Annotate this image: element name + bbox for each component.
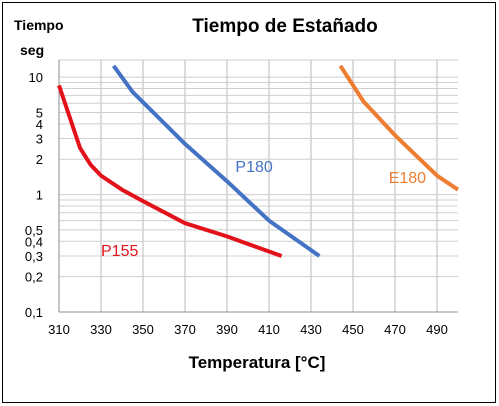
axis-labels: 310 330 350 370 390 410 430 450 470 4900,10,20,30… <box>25 70 448 337</box>
series-line-p155 <box>57 84 283 258</box>
series-line-e180 <box>338 64 460 192</box>
y-tick-label: 10 <box>29 70 43 85</box>
x-axis-title: Temperatura [°C] <box>189 353 326 372</box>
y-tick-label: 2 <box>36 152 43 167</box>
chart-title: Tiempo de Estañado <box>192 16 377 37</box>
series-label-e180: E180 <box>389 170 426 187</box>
x-tick-label: 470 <box>384 322 406 337</box>
y-tick-label: 0,3 <box>25 249 43 264</box>
y-tick-label: 0,5 <box>25 223 43 238</box>
series-label-p155: P155 <box>101 243 138 260</box>
x-tick-label: 410 <box>258 322 280 337</box>
x-tick-label: 350 <box>132 322 154 337</box>
y-tick-label: 4 <box>36 117 43 132</box>
y-tick-label: 0,1 <box>25 305 43 320</box>
series-label-p180: P180 <box>235 159 272 176</box>
y-tick-label: 5 <box>36 106 43 121</box>
x-tick-label: 370 <box>174 322 196 337</box>
y-tick-label: 3 <box>36 132 43 147</box>
x-tick-label: 450 <box>342 322 364 337</box>
y-tick-label: 1 <box>36 188 43 203</box>
x-tick-label: 490 <box>426 322 448 337</box>
x-tick-label: 310 <box>48 322 70 337</box>
y-tick-label: 0,2 <box>25 270 43 285</box>
series-line-p180 <box>111 64 321 258</box>
x-tick-label: 390 <box>216 322 238 337</box>
grid <box>58 59 458 313</box>
y-axis-title: Tiempo <box>14 17 64 33</box>
series-layer: P155 P180 E180 <box>57 64 460 260</box>
y-axis-unit: seg <box>20 42 44 58</box>
x-tick-label: 330 <box>90 322 112 337</box>
x-tick-label: 430 <box>300 322 322 337</box>
y-tick-label: 0,4 <box>25 234 43 249</box>
